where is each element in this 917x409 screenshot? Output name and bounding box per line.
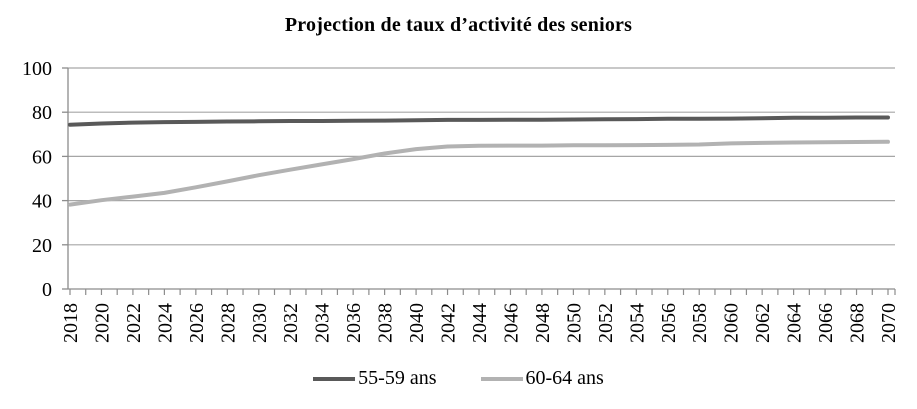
gridlines — [68, 67, 895, 246]
y-axis-ticks-labels: 0 20 40 60 80 100 — [22, 58, 68, 301]
legend-label-60-64: 60-64 ans — [525, 367, 604, 389]
svg-text:2046: 2046 — [500, 303, 522, 343]
svg-text:2028: 2028 — [217, 303, 239, 343]
svg-text:2052: 2052 — [595, 303, 617, 343]
svg-text:40: 40 — [32, 191, 52, 213]
svg-text:2040: 2040 — [406, 303, 428, 343]
svg-text:2050: 2050 — [563, 303, 585, 343]
svg-text:2036: 2036 — [343, 303, 365, 343]
svg-text:2020: 2020 — [91, 303, 113, 343]
legend-swatch-55-59-icon — [313, 376, 356, 381]
svg-text:2060: 2060 — [721, 303, 743, 343]
svg-text:2070: 2070 — [878, 303, 900, 343]
svg-text:20: 20 — [32, 235, 52, 257]
x-axis-ticks-labels: 2018 2020 2022 2024 2026 2028 2030 2032 2034 2036… — [60, 289, 900, 343]
svg-text:2038: 2038 — [375, 303, 397, 343]
legend-item-55-59: 55-59 ans — [313, 367, 437, 390]
svg-text:60: 60 — [32, 146, 52, 168]
svg-text:80: 80 — [32, 102, 52, 124]
svg-text:2064: 2064 — [784, 303, 806, 343]
legend: 55-59 ans 60-64 ans — [0, 367, 917, 390]
svg-text:2048: 2048 — [532, 303, 554, 343]
svg-text:2018: 2018 — [60, 303, 82, 343]
legend-label-55-59: 55-59 ans — [358, 367, 437, 389]
svg-text:2024: 2024 — [154, 303, 176, 343]
legend-item-60-64: 60-64 ans — [480, 367, 604, 390]
series-line-55-59-ans — [68, 115, 890, 127]
svg-text:2032: 2032 — [280, 303, 302, 343]
svg-text:2062: 2062 — [752, 303, 774, 343]
chart-title: Projection de taux d’activité des senior… — [284, 14, 633, 36]
svg-text:0: 0 — [42, 279, 52, 301]
svg-text:2022: 2022 — [123, 303, 145, 343]
legend-swatch-60-64-icon — [480, 376, 523, 381]
svg-text:100: 100 — [22, 58, 52, 80]
svg-text:2044: 2044 — [469, 303, 491, 343]
svg-text:2054: 2054 — [626, 303, 648, 343]
svg-text:2042: 2042 — [438, 303, 460, 343]
svg-text:2058: 2058 — [689, 303, 711, 343]
series-line-60-64-ans — [68, 139, 890, 207]
svg-text:2030: 2030 — [249, 303, 271, 343]
svg-text:2066: 2066 — [815, 303, 837, 343]
svg-text:2068: 2068 — [847, 303, 869, 343]
svg-text:2034: 2034 — [312, 303, 334, 343]
axes — [67, 68, 895, 290]
svg-text:2026: 2026 — [186, 303, 208, 343]
svg-text:2056: 2056 — [658, 303, 680, 343]
